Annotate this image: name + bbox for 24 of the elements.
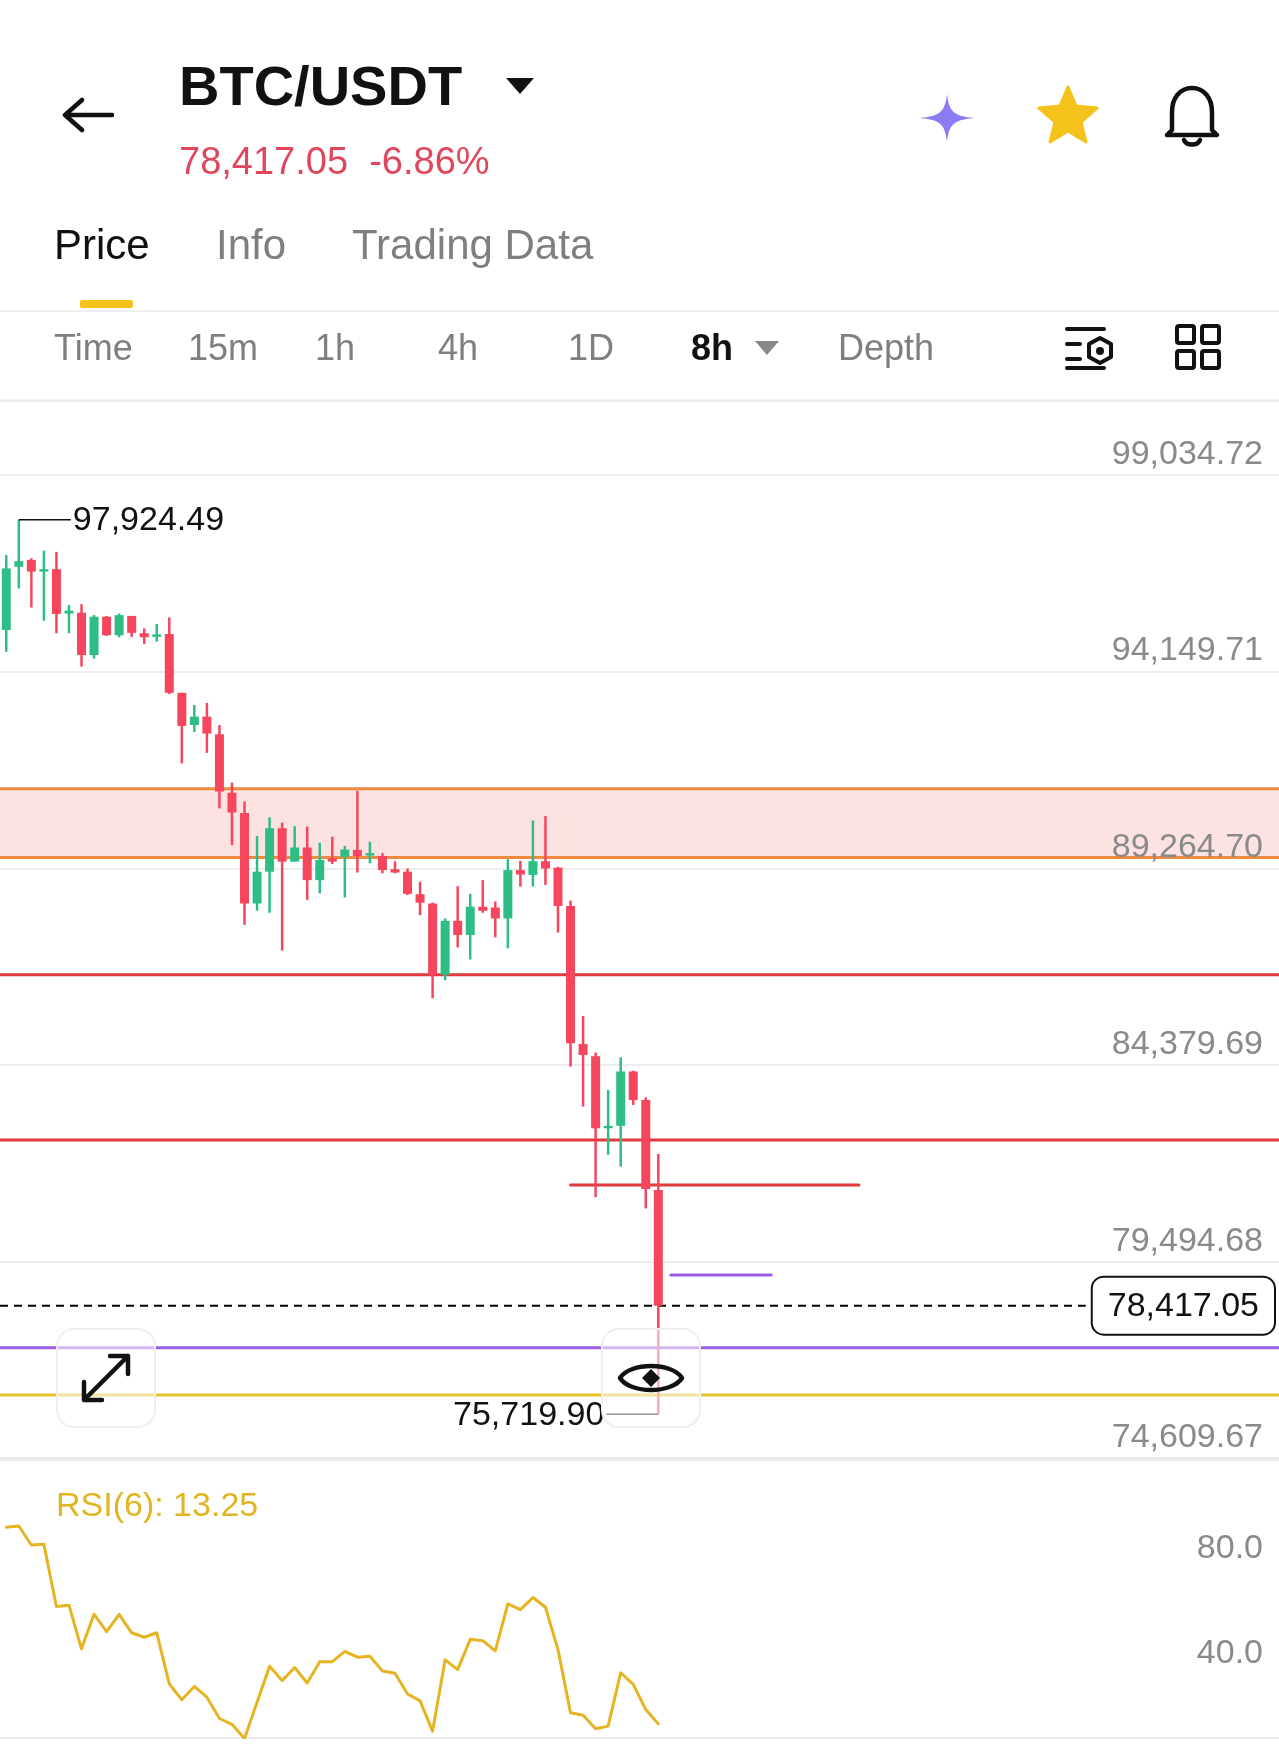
annotation: 97,924.49	[72, 499, 225, 538]
y-tick-label: 84,379.69	[1111, 1022, 1263, 1061]
text: Trading Data	[352, 221, 594, 268]
y-tick-label: 79,494.68	[1111, 1219, 1263, 1258]
y-tick-label: 40.0	[1196, 1631, 1263, 1670]
y-tick-label: 94,149.71	[1111, 629, 1263, 668]
ref-line-label: 78,417.05	[1107, 1285, 1260, 1324]
text: Time	[54, 327, 133, 368]
text: 8h	[691, 327, 734, 368]
text: Depth	[838, 327, 935, 368]
chart-subtitle: 78,417.05 -6.86%	[179, 140, 490, 182]
text: Info	[216, 221, 287, 268]
text: Price	[54, 221, 150, 268]
text: 15m	[188, 327, 259, 368]
y-tick-label: 99,034.72	[1111, 432, 1263, 471]
y-tick-label: 89,264.70	[1111, 826, 1263, 865]
y-tick-label: 80.0	[1196, 1526, 1263, 1565]
annotation: 75,719.90	[453, 1393, 605, 1432]
text: RSI(6): 13.25	[56, 1485, 259, 1523]
text: 4h	[438, 327, 479, 368]
y-tick-label: 74,609.67	[1111, 1416, 1263, 1455]
text: 1h	[315, 327, 356, 368]
text: 1D	[568, 327, 615, 368]
chart-title: BTC/USDT	[179, 54, 463, 117]
